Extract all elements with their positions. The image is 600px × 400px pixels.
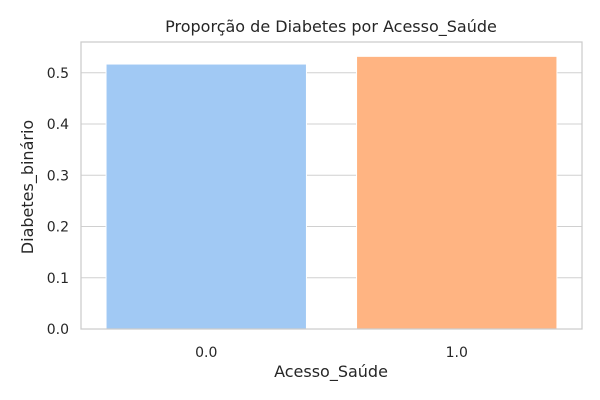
y-tick-label: 0.4 [47,117,69,133]
y-tick-label: 0.3 [47,168,69,184]
x-tick-label: 0.0 [195,345,217,361]
y-tick-label: 0.5 [47,66,69,82]
y-tick-label: 0.1 [47,271,69,287]
chart-title: Proporção de Diabetes por Acesso_Saúde [165,17,497,37]
x-tick-label: 1.0 [446,345,468,361]
y-tick-labels: 0.0 0.1 0.2 0.3 0.4 0.5 [47,66,69,338]
y-axis-label: Diabetes_binário [18,120,38,254]
x-tick-labels: 0.0 1.0 [195,345,468,361]
plot-frame [80,41,583,330]
y-tick-label: 0.2 [47,220,69,236]
bars [105,55,558,330]
x-axis-label: Acesso_Saúde [274,362,388,382]
bar [356,55,558,330]
y-tick-label: 0.0 [47,322,69,338]
bar [105,63,307,330]
